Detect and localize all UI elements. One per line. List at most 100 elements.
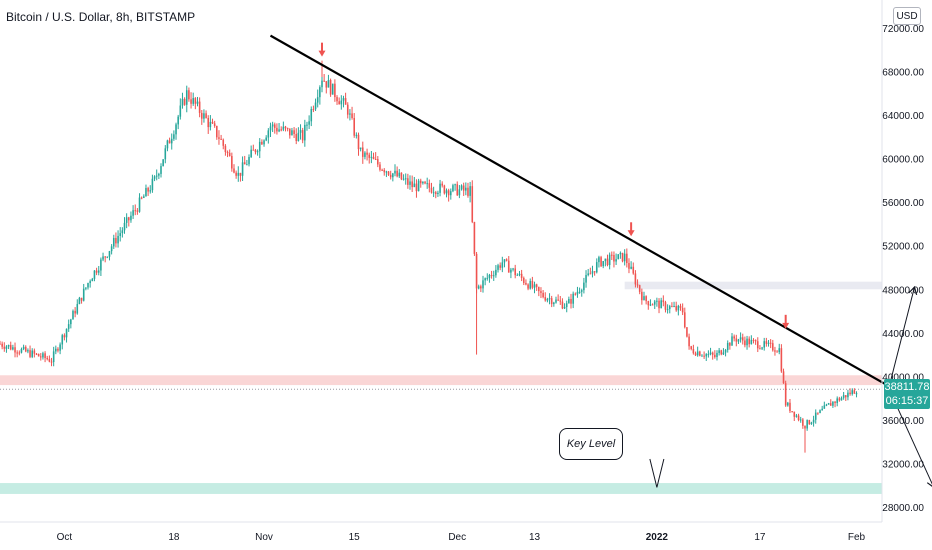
- candle: [653, 299, 656, 310]
- candle: [780, 344, 783, 373]
- candle: [415, 179, 418, 198]
- candle: [688, 333, 690, 350]
- candle: [155, 169, 158, 181]
- candle: [739, 332, 742, 343]
- candle: [608, 252, 611, 270]
- candle: [304, 119, 306, 147]
- candle: [39, 353, 42, 361]
- candle: [512, 267, 514, 272]
- candle: [741, 333, 744, 345]
- candle: [357, 132, 360, 156]
- candle: [460, 184, 463, 191]
- candle: [767, 340, 770, 347]
- price-tick-label: 44000.00: [882, 329, 924, 340]
- candle: [744, 336, 746, 348]
- candle: [838, 396, 841, 402]
- candle: [709, 347, 712, 356]
- time-axis[interactable]: Oct18Nov15Dec13202217Feb14: [57, 532, 932, 543]
- candle: [776, 350, 778, 353]
- candle: [196, 96, 199, 107]
- candle: [162, 159, 164, 167]
- candle: [368, 152, 371, 164]
- candle: [27, 348, 29, 354]
- candle: [480, 284, 482, 293]
- candle: [756, 337, 759, 353]
- candle: [834, 400, 836, 408]
- candle: [254, 148, 257, 155]
- trendline[interactable]: [269, 34, 928, 409]
- candle: [774, 346, 776, 356]
- candle: [329, 78, 332, 97]
- candle: [722, 348, 725, 355]
- candle: [46, 355, 49, 361]
- candle: [29, 345, 31, 359]
- candle: [553, 301, 555, 307]
- candle: [844, 395, 847, 401]
- candle: [690, 345, 693, 351]
- candle: [239, 172, 242, 182]
- candle: [441, 181, 444, 188]
- candle: [359, 147, 362, 152]
- candle: [112, 234, 115, 249]
- candle: [791, 411, 793, 413]
- projection-up-arrow[interactable]: [888, 285, 918, 389]
- candle: [656, 297, 658, 307]
- candle: [578, 287, 581, 294]
- candle: [641, 288, 643, 305]
- candle: [228, 149, 231, 157]
- candle: [110, 244, 113, 255]
- candle: [121, 227, 124, 238]
- candle: [291, 127, 293, 136]
- candle: [437, 190, 439, 197]
- candle: [404, 173, 407, 185]
- candle: [33, 348, 36, 358]
- candle: [323, 74, 325, 82]
- candle: [469, 181, 471, 203]
- candle: [499, 262, 501, 271]
- key-level-callout[interactable]: Key Level: [559, 428, 623, 460]
- candle: [456, 181, 459, 197]
- candle: [529, 278, 532, 290]
- candle: [104, 256, 106, 263]
- candle: [20, 347, 23, 354]
- candle: [70, 318, 72, 329]
- candle: [718, 347, 720, 356]
- candle: [48, 355, 51, 363]
- candle: [419, 178, 422, 188]
- candle: [649, 299, 652, 307]
- candle: [119, 227, 122, 242]
- candle: [143, 194, 145, 199]
- price-tick-label: 36000.00: [882, 416, 924, 427]
- candle: [827, 402, 830, 405]
- candle: [484, 277, 486, 286]
- candle: [282, 121, 285, 132]
- candle: [593, 271, 596, 276]
- candle: [696, 346, 699, 357]
- candle: [422, 181, 424, 185]
- price-axis[interactable]: 72000.00 68000.00 64000.00 60000.00 56000.00…: [882, 24, 924, 514]
- time-tick-label: 17: [754, 532, 766, 543]
- candle: [265, 135, 267, 142]
- candle: [168, 137, 171, 144]
- candle: [256, 149, 259, 156]
- candle: [123, 217, 126, 234]
- candle: [851, 388, 854, 396]
- candle: [726, 340, 729, 353]
- currency-button[interactable]: USD: [893, 7, 921, 25]
- candle: [443, 184, 446, 195]
- candle: [651, 303, 654, 306]
- candle: [14, 342, 16, 358]
- candle: [707, 350, 710, 358]
- candle: [525, 279, 527, 286]
- candle: [128, 216, 130, 227]
- candle: [540, 287, 542, 299]
- candle: [555, 296, 557, 304]
- candle: [63, 333, 66, 341]
- candle: [746, 335, 748, 350]
- candle: [621, 252, 624, 263]
- candle: [211, 118, 214, 125]
- candle: [299, 124, 302, 140]
- candle: [694, 351, 697, 357]
- candle: [510, 267, 512, 279]
